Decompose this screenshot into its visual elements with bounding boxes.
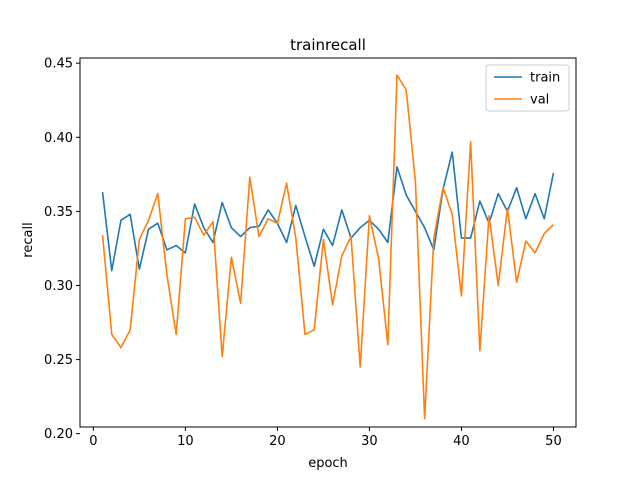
legend: train val (485, 64, 570, 112)
y-tick-label: 0.40 (44, 131, 73, 146)
x-tick-label: 40 (453, 434, 470, 449)
y-tick-label: 0.45 (44, 57, 73, 72)
series-line-val (101, 74, 555, 420)
x-tick-label: 50 (545, 434, 562, 449)
x-tick-label: 20 (269, 434, 286, 449)
x-tick-label: 30 (361, 434, 378, 449)
legend-label-train: train (530, 71, 560, 86)
series-line-train (101, 151, 555, 272)
x-tick-label: 10 (177, 434, 194, 449)
plot-frame (79, 57, 577, 428)
legend-label-val: val (530, 93, 549, 108)
chart-title: trainrecall (290, 36, 366, 54)
y-axis-label: recall (21, 222, 36, 257)
y-tick-label: 0.25 (44, 353, 73, 368)
plot-area: 0 10 20 30 40 50 0.20 0.25 0.30 0.35 0.40 0.45 train… (44, 57, 577, 449)
y-tick-label: 0.35 (44, 205, 73, 220)
x-axis-label: epoch (308, 456, 348, 471)
x-tick-label: 0 (89, 434, 97, 449)
y-tick-label: 0.30 (44, 279, 73, 294)
y-tick-label: 0.20 (44, 427, 73, 442)
